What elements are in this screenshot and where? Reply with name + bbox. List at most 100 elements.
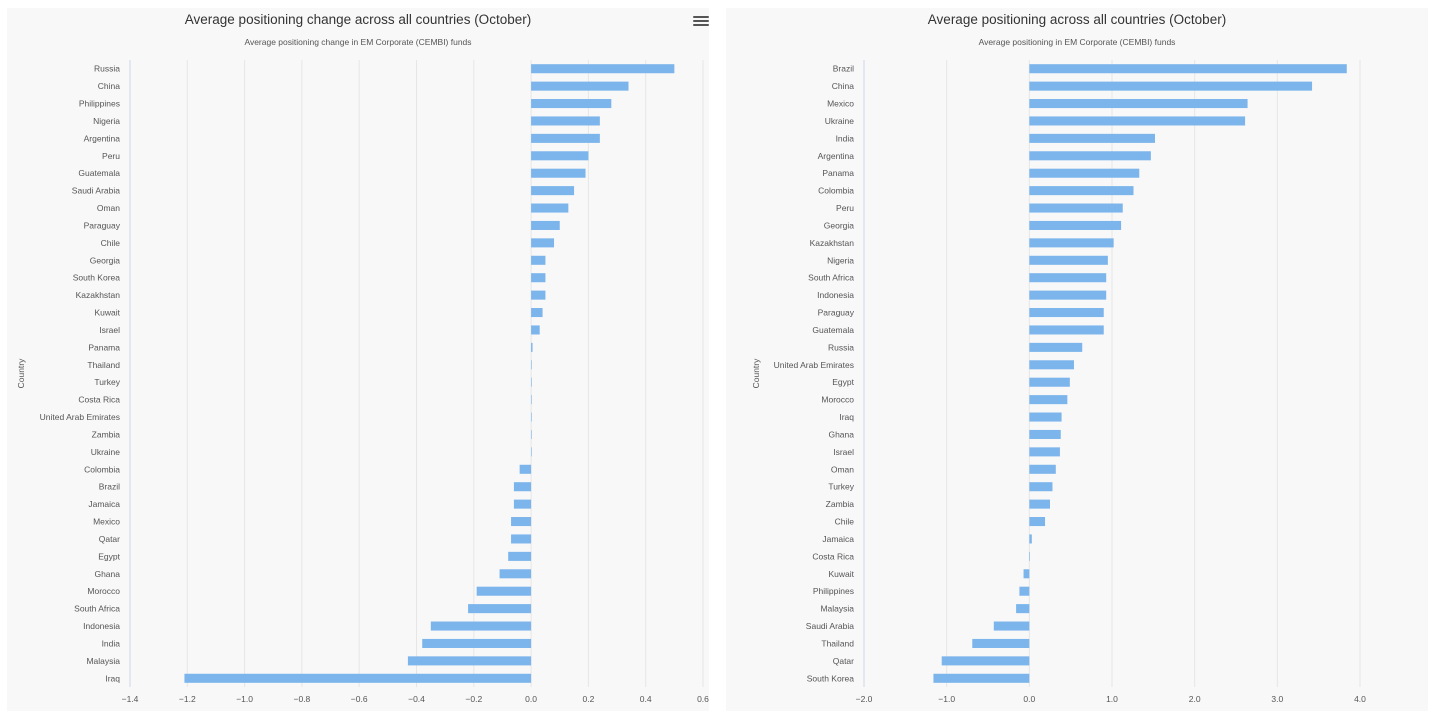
- bar[interactable]: [1029, 534, 1032, 544]
- bar[interactable]: [1029, 151, 1151, 161]
- bar[interactable]: [1029, 395, 1068, 405]
- bar[interactable]: [1029, 360, 1074, 370]
- bar[interactable]: [476, 586, 532, 596]
- bar[interactable]: [1029, 290, 1107, 300]
- menu-line: [693, 16, 709, 18]
- bar[interactable]: [511, 534, 532, 544]
- category-label: Oman: [97, 203, 120, 213]
- bar[interactable]: [1029, 255, 1108, 265]
- bar[interactable]: [531, 255, 546, 265]
- category-label: Brazil: [833, 64, 854, 74]
- chart-subtitle: Average positioning in EM Corporate (CEM…: [979, 37, 1176, 47]
- bar[interactable]: [1019, 586, 1030, 596]
- category-label: Nigeria: [827, 255, 854, 265]
- x-tick-label: 1.0: [1106, 694, 1118, 704]
- bar[interactable]: [1029, 464, 1056, 474]
- bar[interactable]: [1029, 203, 1123, 213]
- bar[interactable]: [531, 412, 532, 422]
- bar[interactable]: [511, 517, 532, 527]
- bar[interactable]: [531, 186, 575, 196]
- category-label: Brazil: [99, 482, 120, 492]
- bar[interactable]: [422, 638, 532, 648]
- category-label: Chile: [835, 517, 855, 527]
- bar[interactable]: [1029, 64, 1347, 74]
- category-label: South Africa: [74, 604, 120, 614]
- bar[interactable]: [531, 168, 586, 178]
- bar[interactable]: [531, 116, 600, 126]
- bar[interactable]: [993, 621, 1030, 631]
- bar[interactable]: [1029, 238, 1114, 248]
- bar[interactable]: [531, 238, 555, 248]
- bar[interactable]: [1029, 186, 1134, 196]
- bar[interactable]: [1029, 377, 1070, 387]
- category-label: Costa Rica: [812, 551, 854, 561]
- bar[interactable]: [430, 621, 532, 631]
- category-label: Georgia: [90, 255, 121, 265]
- category-label: Costa Rica: [78, 395, 120, 405]
- bar[interactable]: [1029, 116, 1246, 126]
- bar[interactable]: [1029, 499, 1050, 509]
- bar[interactable]: [531, 360, 532, 370]
- bar[interactable]: [531, 308, 543, 318]
- category-label: Russia: [828, 342, 854, 352]
- bar[interactable]: [531, 273, 546, 283]
- bar[interactable]: [1029, 325, 1104, 335]
- bar[interactable]: [531, 290, 546, 300]
- bar[interactable]: [1029, 273, 1107, 283]
- bar[interactable]: [1029, 133, 1155, 143]
- bar[interactable]: [933, 673, 1030, 683]
- bar[interactable]: [407, 656, 532, 666]
- category-label: Ghana: [828, 429, 854, 439]
- bar[interactable]: [531, 325, 540, 335]
- category-label: Kazakhstan: [76, 290, 121, 300]
- bar[interactable]: [531, 447, 532, 457]
- category-label: Zambia: [92, 429, 121, 439]
- bar[interactable]: [1029, 81, 1313, 91]
- bar[interactable]: [531, 429, 532, 439]
- bar[interactable]: [1029, 99, 1248, 109]
- category-label: Paraguay: [818, 308, 855, 318]
- x-tick-label: 0.4: [640, 694, 652, 704]
- bar[interactable]: [1029, 168, 1140, 178]
- bar[interactable]: [1029, 220, 1122, 230]
- category-label: Ghana: [94, 569, 120, 579]
- bar[interactable]: [519, 464, 532, 474]
- bar[interactable]: [1029, 412, 1062, 422]
- bar[interactable]: [531, 64, 675, 74]
- bar[interactable]: [941, 656, 1030, 666]
- bar[interactable]: [972, 638, 1030, 648]
- bar[interactable]: [508, 551, 532, 561]
- bar[interactable]: [184, 673, 532, 683]
- bar[interactable]: [531, 342, 533, 352]
- y-axis-title: Country: [16, 358, 26, 389]
- bar[interactable]: [531, 377, 532, 387]
- bar[interactable]: [1029, 517, 1046, 527]
- bar[interactable]: [531, 203, 569, 213]
- bar[interactable]: [531, 81, 629, 91]
- category-label: Peru: [102, 151, 120, 161]
- bar[interactable]: [513, 482, 532, 492]
- x-tick-label: −1.0: [938, 694, 955, 704]
- bar[interactable]: [1029, 342, 1083, 352]
- category-label: Malaysia: [820, 604, 854, 614]
- bar[interactable]: [1029, 308, 1104, 318]
- positioning-change-chart-panel: Average positioning change across all co…: [7, 8, 709, 711]
- bar[interactable]: [1029, 482, 1053, 492]
- bar[interactable]: [531, 395, 532, 405]
- bar[interactable]: [531, 220, 560, 230]
- bar[interactable]: [531, 133, 600, 143]
- bar[interactable]: [531, 151, 589, 161]
- hamburger-menu-icon[interactable]: [692, 14, 710, 30]
- bar[interactable]: [468, 604, 532, 614]
- bar[interactable]: [1016, 604, 1030, 614]
- bar[interactable]: [1029, 429, 1061, 439]
- bar[interactable]: [1023, 569, 1030, 579]
- category-label: Israel: [833, 447, 854, 457]
- bar[interactable]: [531, 99, 612, 109]
- bar[interactable]: [1029, 551, 1030, 561]
- bar[interactable]: [499, 569, 532, 579]
- y-axis-title: Country: [751, 358, 761, 389]
- bar[interactable]: [1029, 447, 1060, 457]
- bar[interactable]: [513, 499, 532, 509]
